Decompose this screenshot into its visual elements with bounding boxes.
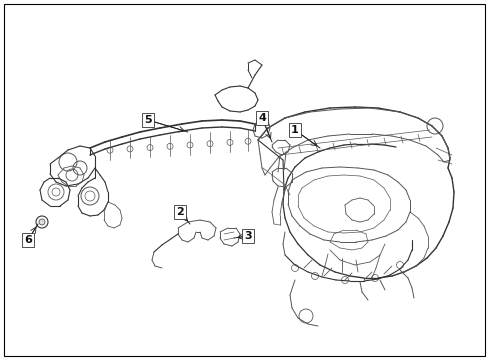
Text: 6: 6 [24, 235, 32, 245]
Text: 2: 2 [176, 207, 183, 217]
Text: 3: 3 [244, 231, 251, 241]
Text: 1: 1 [290, 125, 298, 135]
Text: 4: 4 [258, 113, 265, 123]
Circle shape [39, 219, 45, 225]
Text: 5: 5 [144, 115, 151, 125]
